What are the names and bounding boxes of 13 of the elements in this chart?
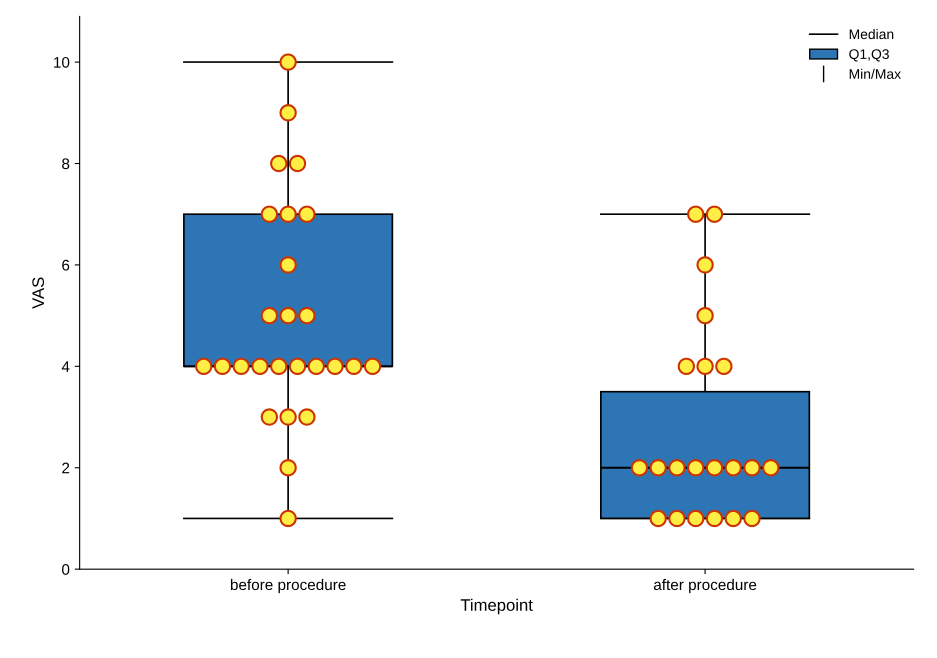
legend-label: Q1,Q3 bbox=[849, 49, 889, 62]
annotation: Median bbox=[850, 28, 894, 40]
y-tick-label: 2 bbox=[62, 462, 70, 474]
x-tick-label: before procedure bbox=[230, 578, 346, 594]
y-tick-label: 10 bbox=[54, 56, 70, 68]
y-tick-label: 8 bbox=[62, 158, 70, 170]
y-axis-title: VAS bbox=[32, 278, 44, 309]
annotation: Min/Max bbox=[850, 68, 901, 79]
y-tick-label: 4 bbox=[62, 361, 70, 372]
x-tick-label: after procedure bbox=[654, 578, 756, 594]
x-axis-title: Timepoint bbox=[460, 598, 533, 614]
y-tick-label: 6 bbox=[62, 260, 70, 271]
y-tick-label: 0 bbox=[62, 564, 70, 575]
